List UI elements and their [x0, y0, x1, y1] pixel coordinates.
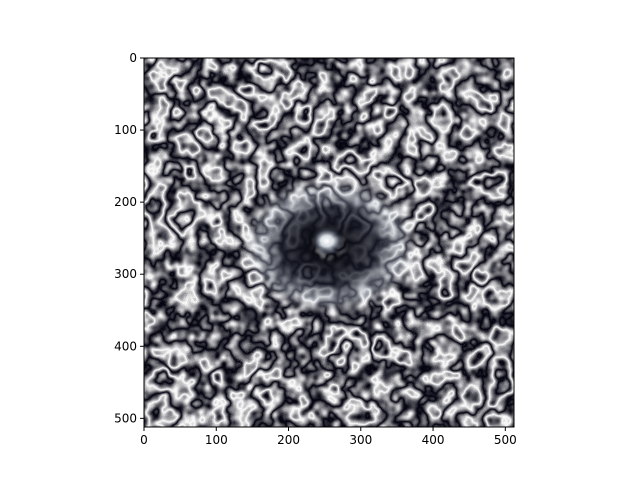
- y-axis: 0 100 200 300 400 500: [114, 51, 144, 425]
- y-tick-label: 400: [114, 339, 137, 353]
- plot-area: [144, 58, 514, 427]
- x-tick-label: 100: [205, 433, 228, 447]
- x-tick-label: 500: [494, 433, 517, 447]
- y-tick-label: 500: [114, 411, 137, 425]
- center-bright-spot: [309, 225, 345, 257]
- x-tick-label: 300: [349, 433, 372, 447]
- x-tick-label: 400: [422, 433, 445, 447]
- y-tick-label: 200: [114, 195, 137, 209]
- x-tick-label: 200: [277, 433, 300, 447]
- y-tick-label: 100: [114, 123, 137, 137]
- y-tick-label: 300: [114, 267, 137, 281]
- x-axis: 0 100 200 300 400 500: [140, 427, 517, 447]
- x-tick-label: 0: [140, 433, 148, 447]
- y-tick-label: 0: [129, 51, 137, 65]
- axes-frame: [143, 57, 515, 428]
